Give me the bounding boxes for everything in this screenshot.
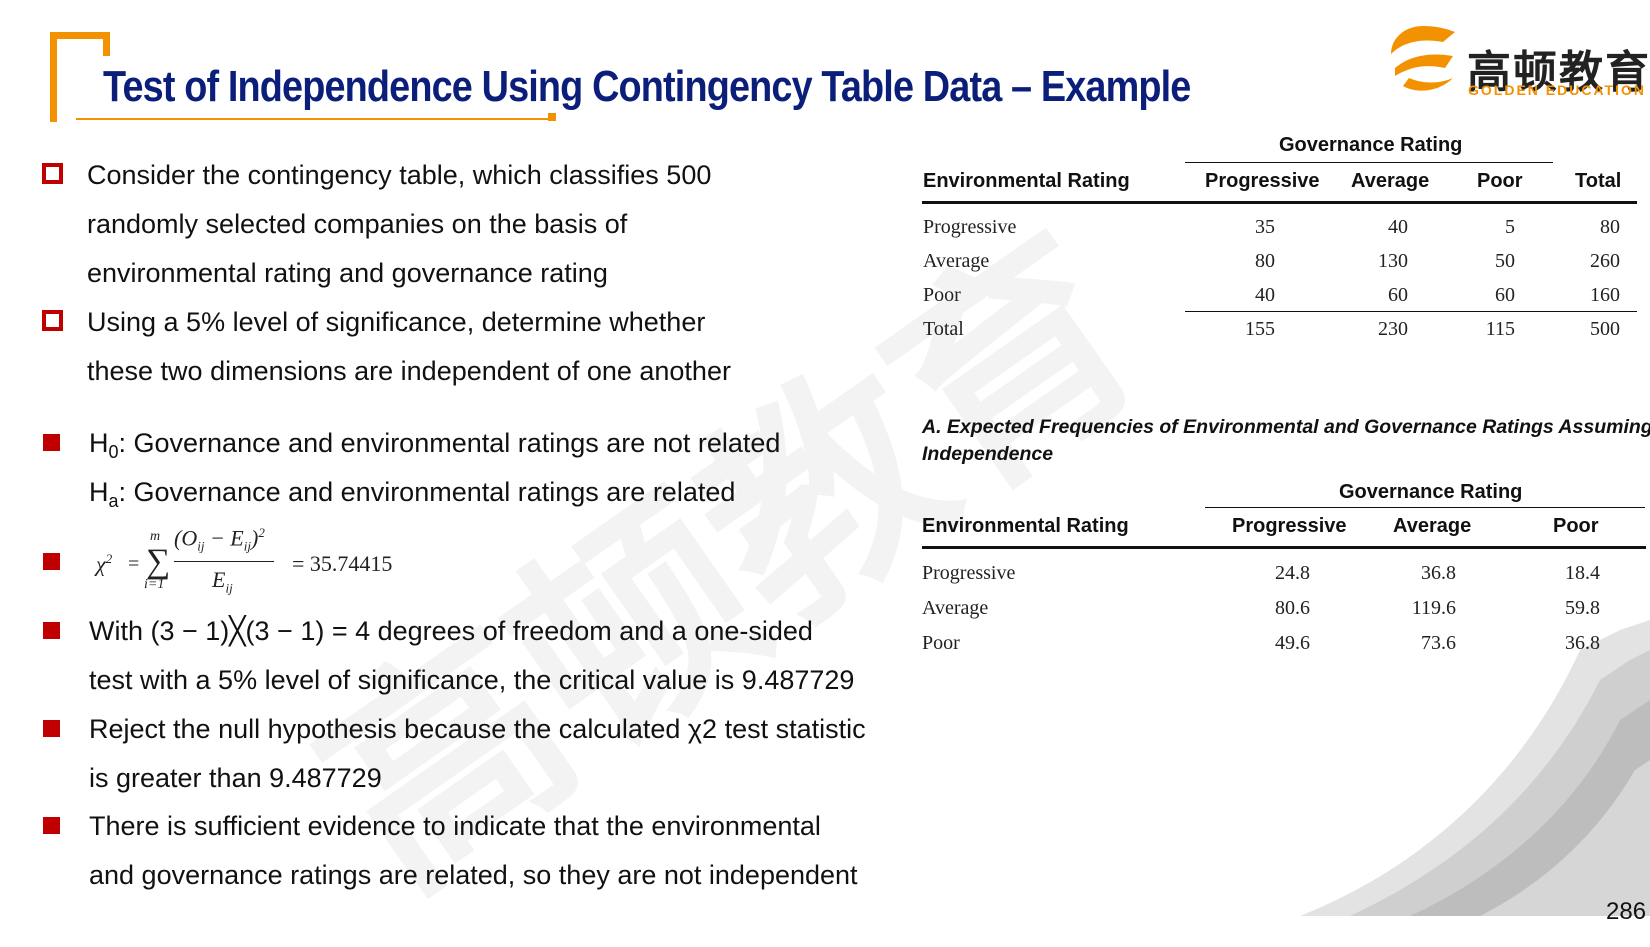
filled-square-bullet-icon (43, 817, 60, 834)
table-cell: 500 (1590, 318, 1620, 340)
table-cell: 18.4 (1565, 562, 1600, 584)
decorative-arrows-graphic (1300, 620, 1650, 916)
table-rule (922, 546, 1646, 549)
table-cell: 40 (1388, 216, 1408, 238)
table-column-header: Average (1351, 170, 1430, 192)
table-caption: A. Expected Frequencies of Environmental… (922, 416, 1650, 438)
page-number: 286 (1606, 898, 1647, 925)
table-rule (1185, 162, 1553, 163)
table-row-header: Environmental Rating (922, 515, 1129, 537)
bullet-line: Consider the contingency table, which cl… (87, 160, 712, 190)
chi-square-formula: χ2 = m ∑ i=1 (Oij − Eij)2 Eij = 35.74415 (96, 525, 393, 596)
table-group-header: Governance Rating (1339, 481, 1523, 503)
title-underline (76, 118, 551, 120)
title-bracket-end (103, 32, 110, 56)
golden-education-logo-icon (1391, 26, 1455, 91)
table-cell: 80 (1600, 216, 1620, 238)
table-cell: 5 (1505, 216, 1515, 238)
hollow-square-bullet-icon (42, 163, 63, 184)
bullet-line: With (3 − 1)╳(3 − 1) = 4 degrees of free… (89, 616, 813, 646)
table-cell: 230 (1378, 318, 1408, 340)
filled-square-bullet-icon (43, 720, 60, 737)
title-bracket (50, 32, 57, 122)
table-cell: 115 (1485, 318, 1515, 340)
table-column-header: Poor (1477, 170, 1523, 192)
table-cell: 36.8 (1565, 632, 1600, 654)
table-row-label: Poor (922, 632, 960, 654)
bullet-line: Using a 5% level of significance, determ… (87, 307, 706, 337)
table-cell: 60 (1495, 284, 1515, 306)
table-row-label: Average (922, 597, 989, 619)
bullet-line: There is sufficient evidence to indicate… (89, 811, 821, 841)
bullet-line: Reject the null hypothesis because the c… (89, 714, 866, 744)
table-row-label: Average (923, 250, 990, 272)
table-cell: 155 (1245, 318, 1275, 340)
table-cell: 24.8 (1275, 562, 1310, 584)
table-cell: 160 (1590, 284, 1620, 306)
bullet-line: randomly selected companies on the basis… (87, 209, 628, 239)
table-cell: 80.6 (1275, 597, 1310, 619)
logo-text-zh: 高顿教育 (1467, 47, 1650, 98)
logo-text-en: GOLDEN EDUCATION (1468, 82, 1646, 98)
bullet-line: environmental rating and governance rati… (87, 258, 608, 288)
table-caption: Independence (922, 443, 1054, 465)
table-column-header: Poor (1553, 515, 1599, 537)
filled-square-bullet-icon (43, 434, 60, 451)
table-cell: 35 (1255, 216, 1275, 238)
bullet-line: and governance ratings are related, so t… (89, 860, 858, 890)
table-cell: 59.8 (1565, 597, 1600, 619)
table-cell: 40 (1255, 284, 1275, 306)
bullet-line: these two dimensions are independent of … (87, 356, 731, 386)
table-rule (1205, 507, 1645, 508)
table-cell: 49.6 (1275, 632, 1310, 654)
table-column-header: Average (1393, 515, 1472, 537)
table-row-label: Progressive (922, 562, 1016, 584)
table-cell: 73.6 (1421, 632, 1456, 654)
table-rule (922, 201, 1637, 204)
bullet-line: test with a 5% level of significance, th… (89, 665, 855, 695)
table-row-header: Environmental Rating (923, 170, 1130, 192)
table-column-header: Progressive (1205, 170, 1320, 192)
table-row-label: Poor (923, 284, 961, 306)
table-group-header: Governance Rating (1279, 134, 1463, 156)
hollow-square-bullet-icon (42, 310, 63, 331)
filled-square-bullet-icon (43, 553, 60, 570)
bullet-line: is greater than 9.487729 (89, 763, 382, 793)
table-cell: 260 (1590, 250, 1620, 272)
page-title: Test of Independence Using Contingency T… (103, 62, 1191, 111)
table-row-label: Progressive (923, 216, 1017, 238)
filled-square-bullet-icon (43, 622, 60, 639)
table-cell: 36.8 (1421, 562, 1456, 584)
table-cell: 119.6 (1411, 597, 1456, 619)
table-cell: 50 (1495, 250, 1515, 272)
table-row-label: Total (923, 318, 964, 340)
null-hypothesis: H0: Governance and environmental ratings… (89, 428, 781, 462)
title-underline-dot (548, 113, 556, 121)
alternative-hypothesis: Ha: Governance and environmental ratings… (89, 477, 736, 511)
table-column-header: Total (1575, 170, 1622, 192)
table-cell: 80 (1255, 250, 1275, 272)
table-cell: 130 (1378, 250, 1408, 272)
table-cell: 60 (1388, 284, 1408, 306)
title-bracket-top (50, 32, 110, 39)
table-rule (1185, 311, 1637, 312)
table-column-header: Progressive (1232, 515, 1347, 537)
